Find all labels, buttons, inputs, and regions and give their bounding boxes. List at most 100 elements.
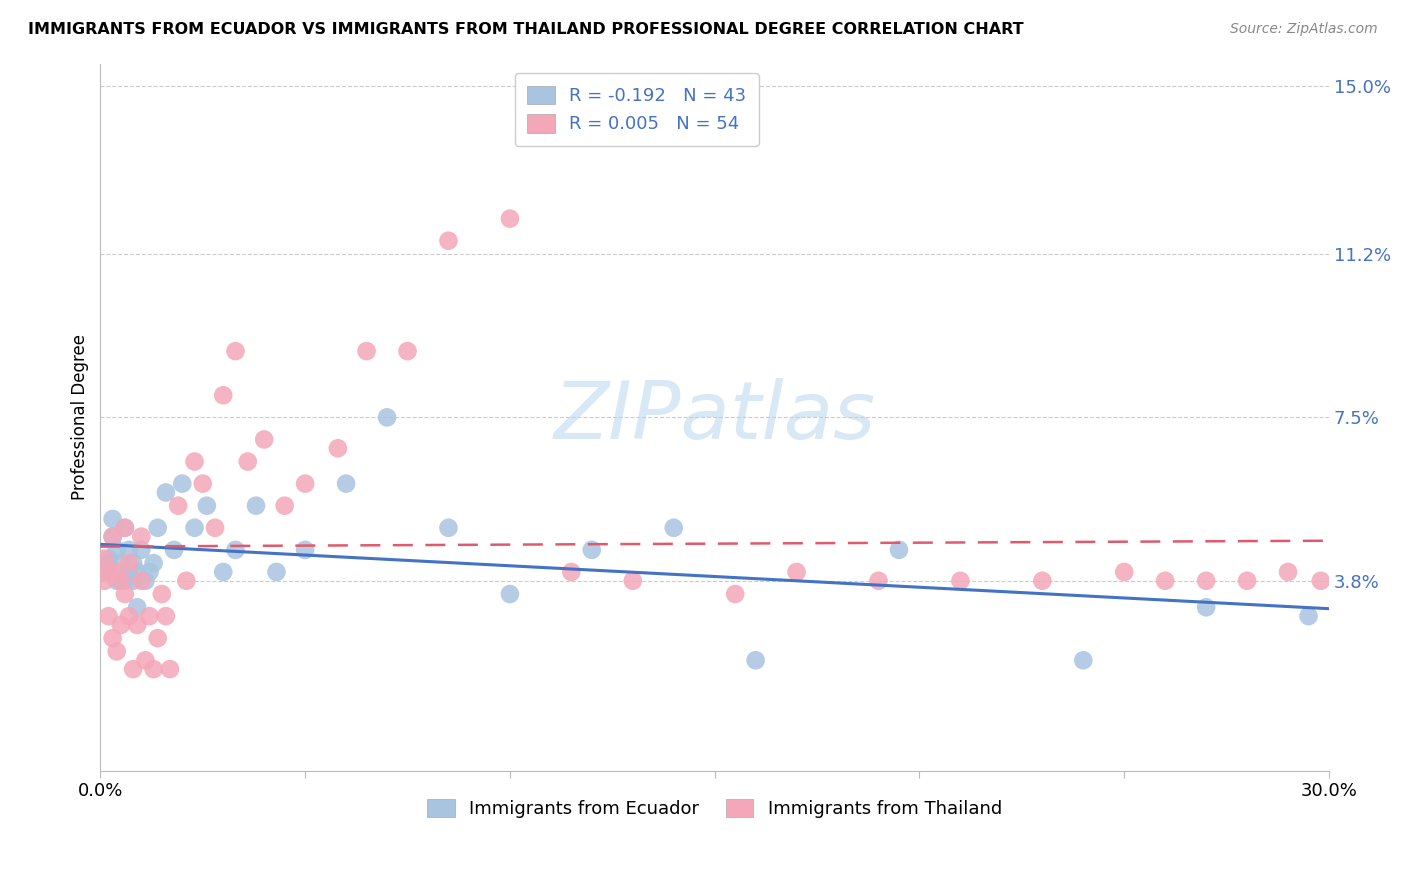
Point: [97, 556, 120, 570]
Point: [131, 574, 153, 588]
Text: IMMIGRANTS FROM ECUADOR VS IMMIGRANTS FROM THAILAND PROFESSIONAL DEGREE CORRELAT: IMMIGRANTS FROM ECUADOR VS IMMIGRANTS FR…: [28, 22, 1024, 37]
Point: [122, 662, 145, 676]
Point: [131, 542, 153, 557]
Point: [266, 565, 288, 579]
Point: [105, 542, 128, 557]
Point: [159, 662, 181, 676]
Point: [724, 587, 747, 601]
Point: [437, 234, 460, 248]
Legend: Immigrants from Ecuador, Immigrants from Thailand: Immigrants from Ecuador, Immigrants from…: [420, 791, 1010, 825]
Point: [97, 609, 120, 624]
Point: [868, 574, 890, 588]
Point: [110, 574, 132, 588]
Point: [204, 521, 226, 535]
Point: [114, 574, 136, 588]
Point: [183, 521, 205, 535]
Text: ZIPatlas: ZIPatlas: [554, 378, 876, 457]
Point: [172, 476, 194, 491]
Y-axis label: Professional Degree: Professional Degree: [72, 334, 89, 500]
Point: [744, 653, 766, 667]
Point: [110, 556, 132, 570]
Point: [101, 530, 124, 544]
Point: [437, 521, 460, 535]
Point: [97, 551, 120, 566]
Point: [167, 499, 190, 513]
Point: [183, 454, 205, 468]
Point: [356, 344, 378, 359]
Point: [155, 609, 177, 624]
Point: [581, 542, 603, 557]
Text: Source: ZipAtlas.com: Source: ZipAtlas.com: [1230, 22, 1378, 37]
Point: [499, 587, 522, 601]
Point: [1195, 574, 1218, 588]
Point: [134, 574, 156, 588]
Point: [155, 485, 177, 500]
Point: [93, 574, 115, 588]
Point: [245, 499, 267, 513]
Point: [114, 521, 136, 535]
Point: [110, 618, 132, 632]
Point: [1071, 653, 1094, 667]
Point: [1154, 574, 1177, 588]
Point: [176, 574, 198, 588]
Point: [122, 556, 145, 570]
Point: [621, 574, 644, 588]
Point: [150, 587, 173, 601]
Point: [1195, 600, 1218, 615]
Point: [1114, 565, 1136, 579]
Point: [127, 565, 149, 579]
Point: [105, 644, 128, 658]
Point: [786, 565, 808, 579]
Point: [1236, 574, 1258, 588]
Point: [191, 476, 214, 491]
Point: [127, 618, 149, 632]
Point: [253, 433, 276, 447]
Point: [195, 499, 218, 513]
Point: [273, 499, 295, 513]
Point: [131, 530, 153, 544]
Point: [142, 556, 165, 570]
Point: [101, 530, 124, 544]
Point: [138, 609, 160, 624]
Point: [146, 631, 169, 645]
Point: [560, 565, 582, 579]
Point: [101, 512, 124, 526]
Point: [110, 574, 132, 588]
Point: [138, 565, 160, 579]
Point: [1277, 565, 1299, 579]
Point: [294, 542, 316, 557]
Point: [105, 574, 128, 588]
Point: [1309, 574, 1331, 588]
Point: [97, 565, 120, 579]
Point: [1298, 609, 1320, 624]
Point: [396, 344, 419, 359]
Point: [662, 521, 685, 535]
Point: [335, 476, 357, 491]
Point: [212, 388, 235, 402]
Point: [114, 521, 136, 535]
Point: [114, 587, 136, 601]
Point: [1031, 574, 1053, 588]
Point: [224, 344, 246, 359]
Point: [142, 662, 165, 676]
Point: [212, 565, 235, 579]
Point: [146, 521, 169, 535]
Point: [134, 653, 156, 667]
Point: [101, 631, 124, 645]
Point: [236, 454, 259, 468]
Point: [118, 565, 141, 579]
Point: [499, 211, 522, 226]
Point: [224, 542, 246, 557]
Point: [93, 565, 115, 579]
Point: [118, 542, 141, 557]
Point: [887, 542, 910, 557]
Point: [118, 556, 141, 570]
Point: [122, 574, 145, 588]
Point: [118, 609, 141, 624]
Point: [127, 600, 149, 615]
Point: [294, 476, 316, 491]
Point: [326, 442, 349, 456]
Point: [105, 565, 128, 579]
Point: [949, 574, 972, 588]
Point: [375, 410, 398, 425]
